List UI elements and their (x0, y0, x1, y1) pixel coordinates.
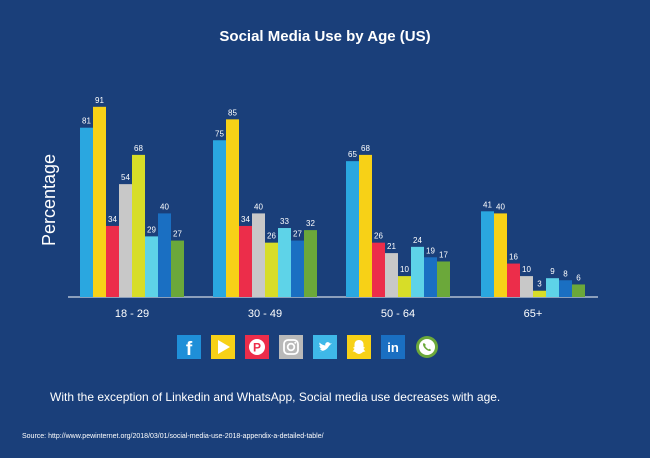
bar-facebook-3 (346, 161, 359, 297)
bar-pinterest-3 (372, 242, 385, 297)
source-note: Source: http://www.pewinternet.org/2018/… (22, 433, 324, 440)
bar-whatsapp-2 (304, 230, 317, 297)
bar-instagram-3 (385, 253, 398, 297)
bar-chart: Social Media Use by Age (US) Percentage … (39, 28, 598, 320)
chart-caption: With the exception of Linkedin and Whats… (50, 390, 501, 404)
bar-twitter-2 (265, 242, 278, 297)
bar-linkedin-4 (559, 280, 572, 297)
bar-linkedin-2 (291, 240, 304, 297)
data-label-facebook-3: 65 (348, 150, 357, 159)
svg-text:P: P (253, 341, 261, 355)
data-label-youtube-1: 91 (95, 96, 104, 105)
bars-group: 81 91 34 54 68 29 40 27 75 85 34 40 26 33 27 32 65 68 26 21… (80, 96, 585, 298)
data-label-facebook-4: 41 (483, 200, 492, 209)
data-label-facebook-1: 81 (82, 117, 91, 126)
bar-twitter-4 (533, 290, 546, 297)
bar-pinterest-1 (106, 225, 119, 297)
bar-twitter-1 (132, 154, 145, 297)
x-tick-labels: 18 - 29 30 - 49 50 - 64 65+ (115, 308, 542, 320)
data-label-pinterest-3: 26 (374, 232, 383, 241)
x-tick-label: 50 - 64 (381, 308, 415, 320)
data-label-snapchat-2: 33 (280, 217, 289, 226)
bar-youtube-3 (359, 154, 372, 297)
pinterest-icon: P (245, 335, 269, 359)
data-label-linkedin-1: 40 (160, 202, 169, 211)
data-label-whatsapp-2: 32 (306, 219, 315, 228)
data-label-youtube-4: 40 (496, 202, 505, 211)
bar-instagram-1 (119, 184, 132, 297)
whatsapp-icon (415, 335, 439, 359)
bar-snapchat-1 (145, 236, 158, 297)
bar-instagram-4 (520, 276, 533, 297)
bar-linkedin-1 (158, 213, 171, 297)
bar-pinterest-2 (239, 225, 252, 297)
bar-youtube-1 (93, 106, 106, 297)
bar-facebook-1 (80, 127, 93, 298)
data-label-pinterest-1: 34 (108, 215, 117, 224)
chart-title: Social Media Use by Age (US) (219, 28, 430, 45)
snapchat-icon (347, 335, 371, 359)
data-label-facebook-2: 75 (215, 129, 224, 138)
data-label-instagram-1: 54 (121, 173, 130, 182)
data-label-twitter-1: 68 (134, 144, 143, 153)
data-label-linkedin-3: 19 (426, 246, 435, 255)
twitter-icon (313, 335, 337, 359)
svg-text:f: f (186, 339, 193, 359)
bar-twitter-3 (398, 276, 411, 297)
data-label-pinterest-2: 34 (241, 215, 250, 224)
data-label-whatsapp-1: 27 (173, 230, 182, 239)
svg-text:in: in (387, 340, 399, 355)
data-label-youtube-3: 68 (361, 144, 370, 153)
data-label-whatsapp-4: 6 (576, 273, 581, 282)
instagram-icon (279, 335, 303, 359)
youtube-icon (211, 335, 235, 359)
bar-snapchat-2 (278, 228, 291, 297)
data-label-instagram-2: 40 (254, 202, 263, 211)
data-label-snapchat-4: 9 (550, 267, 555, 276)
bar-whatsapp-1 (171, 240, 184, 297)
y-axis-label: Percentage (39, 154, 59, 246)
data-label-pinterest-4: 16 (509, 253, 518, 262)
data-label-twitter-3: 10 (400, 265, 409, 274)
bar-facebook-4 (481, 211, 494, 297)
bar-linkedin-3 (424, 257, 437, 297)
facebook-icon: f (177, 335, 201, 359)
data-label-linkedin-2: 27 (293, 230, 302, 239)
data-label-snapchat-1: 29 (147, 225, 156, 234)
data-label-snapchat-3: 24 (413, 236, 422, 245)
bar-snapchat-3 (411, 246, 424, 297)
data-label-instagram-4: 10 (522, 265, 531, 274)
bar-snapchat-4 (546, 278, 559, 297)
bar-whatsapp-4 (572, 284, 585, 297)
bar-instagram-2 (252, 213, 265, 297)
x-tick-label: 18 - 29 (115, 308, 149, 320)
linkedin-icon: in (381, 335, 405, 359)
bar-whatsapp-3 (437, 261, 450, 297)
data-label-twitter-2: 26 (267, 232, 276, 241)
data-label-youtube-2: 85 (228, 108, 237, 117)
x-tick-label: 65+ (524, 308, 543, 320)
data-label-whatsapp-3: 17 (439, 250, 448, 259)
bar-youtube-4 (494, 213, 507, 297)
x-tick-label: 30 - 49 (248, 308, 282, 320)
data-label-linkedin-4: 8 (563, 269, 568, 278)
bar-facebook-2 (213, 140, 226, 297)
bar-youtube-2 (226, 119, 239, 297)
data-label-instagram-3: 21 (387, 242, 396, 251)
bar-pinterest-4 (507, 263, 520, 297)
data-label-twitter-4: 3 (537, 280, 542, 289)
